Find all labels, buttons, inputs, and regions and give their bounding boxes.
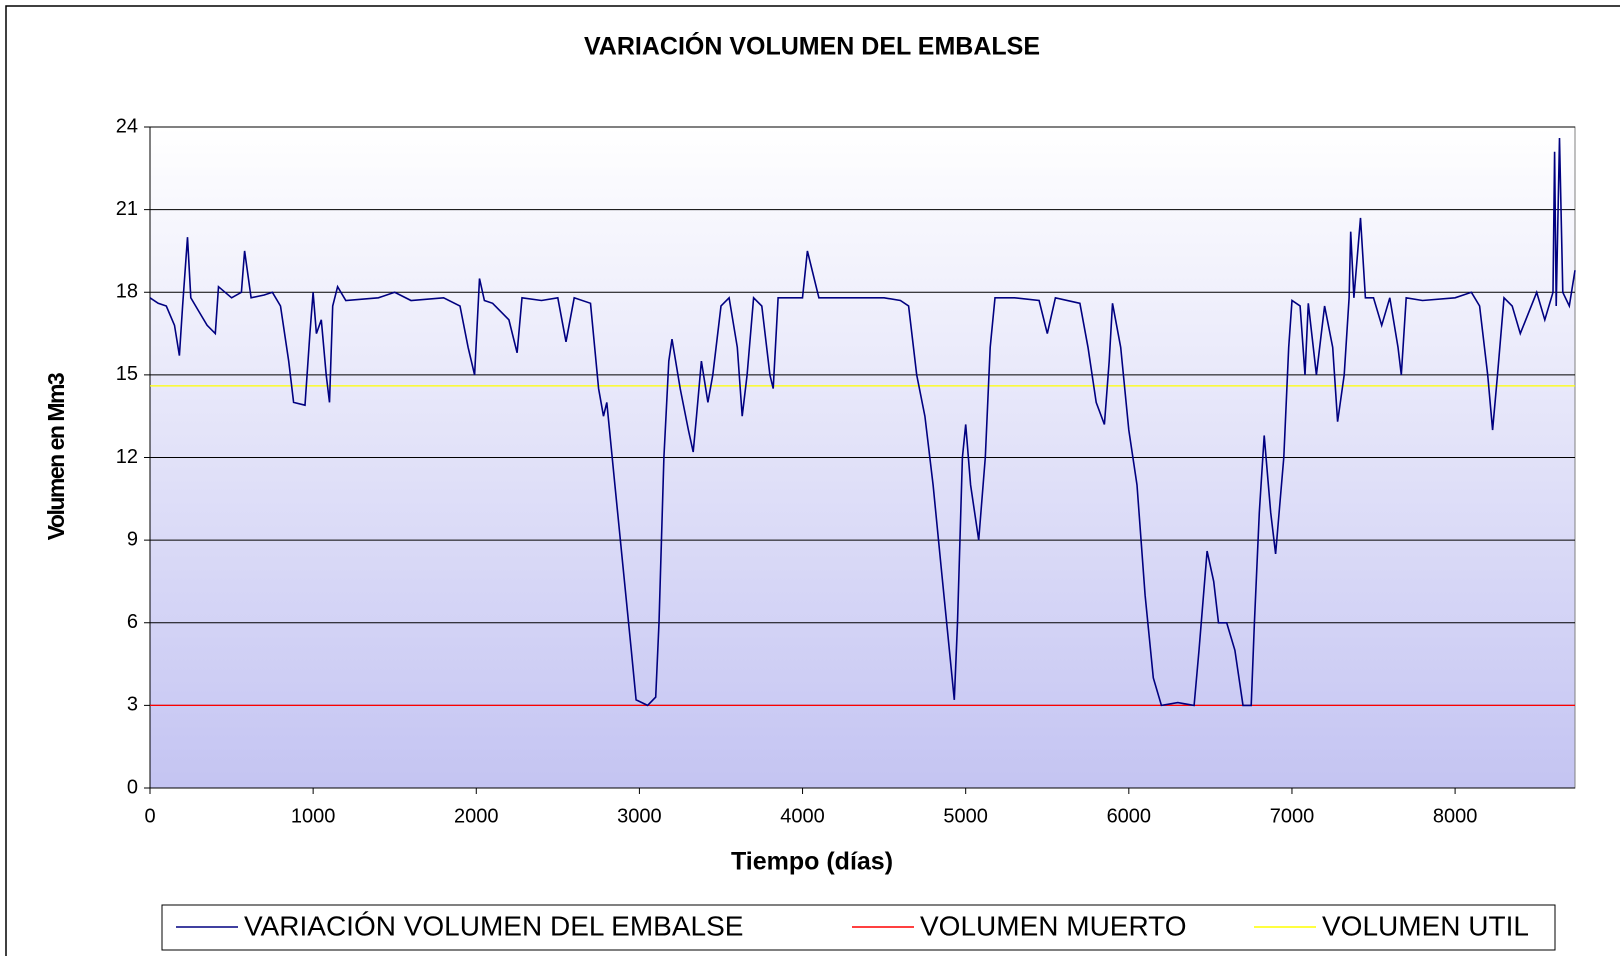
data-line — [149, 137, 1576, 707]
x-tick-label: 3000 — [617, 805, 662, 827]
x-tick-label: 0 — [144, 805, 155, 827]
y-tick-label: 12 — [116, 446, 138, 468]
y-tick-label: 18 — [116, 281, 138, 303]
y-tick-label: 21 — [116, 198, 138, 220]
legend-label: VOLUMEN UTIL — [1322, 910, 1529, 941]
y-tick-label: 0 — [127, 776, 138, 798]
y-tick-label: 3 — [127, 694, 138, 716]
y-tick-label: 6 — [127, 611, 138, 633]
y-tick-label: 24 — [116, 115, 138, 137]
chart-title: VARIACIÓN VOLUMEN DEL EMBALSE — [584, 31, 1040, 61]
y-axis-label: Volumen en Mm3 — [43, 373, 69, 540]
x-tick-label: 1000 — [291, 805, 336, 827]
x-tick-label: 7000 — [1270, 805, 1315, 827]
y-tick-label: 15 — [116, 363, 138, 385]
x-tick-label: 6000 — [1107, 805, 1152, 827]
x-tick-label: 2000 — [454, 805, 499, 827]
y-tick-label: 9 — [127, 528, 138, 550]
legend-label: VOLUMEN MUERTO — [920, 910, 1187, 941]
x-axis-label: Tiempo (días) — [731, 848, 893, 876]
chart-border — [5, 5, 1620, 956]
x-tick-label: 8000 — [1433, 805, 1478, 827]
legend-label: VARIACIÓN VOLUMEN DEL EMBALSE — [244, 910, 743, 941]
x-tick-label: 5000 — [943, 805, 988, 827]
x-tick-label: 4000 — [780, 805, 825, 827]
